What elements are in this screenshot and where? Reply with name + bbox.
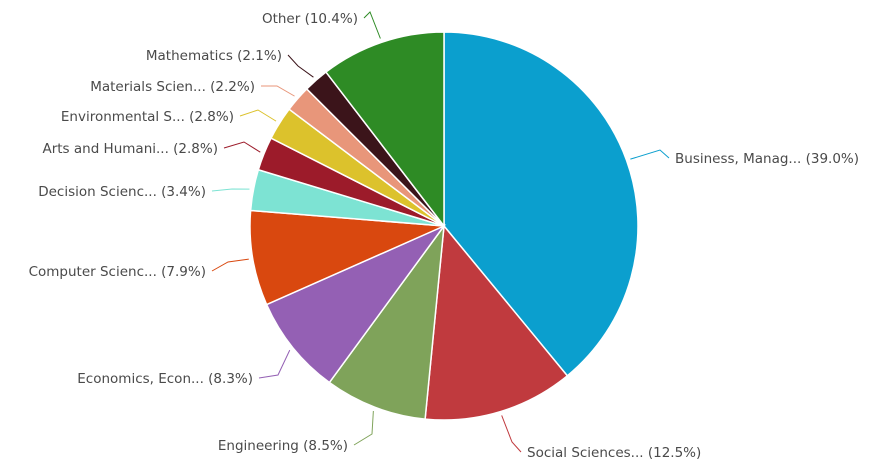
slice-label-environmental-s: Environmental S... (2.8%)	[61, 109, 234, 125]
slice-label-arts-and-humani: Arts and Humani... (2.8%)	[42, 141, 218, 157]
leader-line-arts-and-humani	[223, 141, 261, 153]
slice-label-social-sciences: Social Sciences... (12.5%)	[527, 445, 701, 460]
slice-label-economics-econ: Economics, Econ... (8.3%)	[77, 371, 253, 387]
leader-line-materials-scien	[261, 85, 295, 97]
pie-slice-business-manag[interactable]	[443, 31, 639, 377]
slice-label-decision-scienc: Decision Scienc... (3.4%)	[38, 184, 206, 200]
slice-label-business-manag: Business, Manag... (39.0%)	[675, 151, 859, 167]
pie-slice-engineering[interactable]	[328, 223, 446, 420]
leader-line-other	[363, 11, 381, 39]
pie-slices	[249, 31, 639, 421]
leader-line-mathematics	[287, 54, 314, 78]
slice-label-computer-scienc: Computer Scienc... (7.9%)	[29, 264, 206, 280]
slice-label-engineering: Engineering (8.5%)	[218, 438, 348, 454]
leader-line-decision-scienc	[211, 188, 250, 192]
pie-slice-social-sciences[interactable]	[424, 224, 569, 421]
slice-label-mathematics: Mathematics (2.1%)	[146, 48, 282, 64]
leader-line-environmental-s	[239, 109, 277, 122]
pie-slice-economics-econ[interactable]	[265, 224, 447, 384]
pie-slice-computer-scienc[interactable]	[249, 209, 445, 306]
pie-labels: Business, Manag... (39.0%) Social Science…	[29, 11, 859, 460]
pie-slice-other[interactable]	[324, 31, 445, 229]
leader-line-business-manag	[630, 149, 670, 160]
leader-line-social-sciences	[501, 415, 522, 453]
slice-label-other: Other (10.4%)	[262, 11, 358, 27]
leader-line-engineering	[353, 410, 374, 446]
leader-line-economics-econ	[258, 349, 291, 379]
leader-line-computer-scienc	[211, 258, 249, 272]
slice-label-materials-scien: Materials Scien... (2.2%)	[90, 79, 255, 95]
